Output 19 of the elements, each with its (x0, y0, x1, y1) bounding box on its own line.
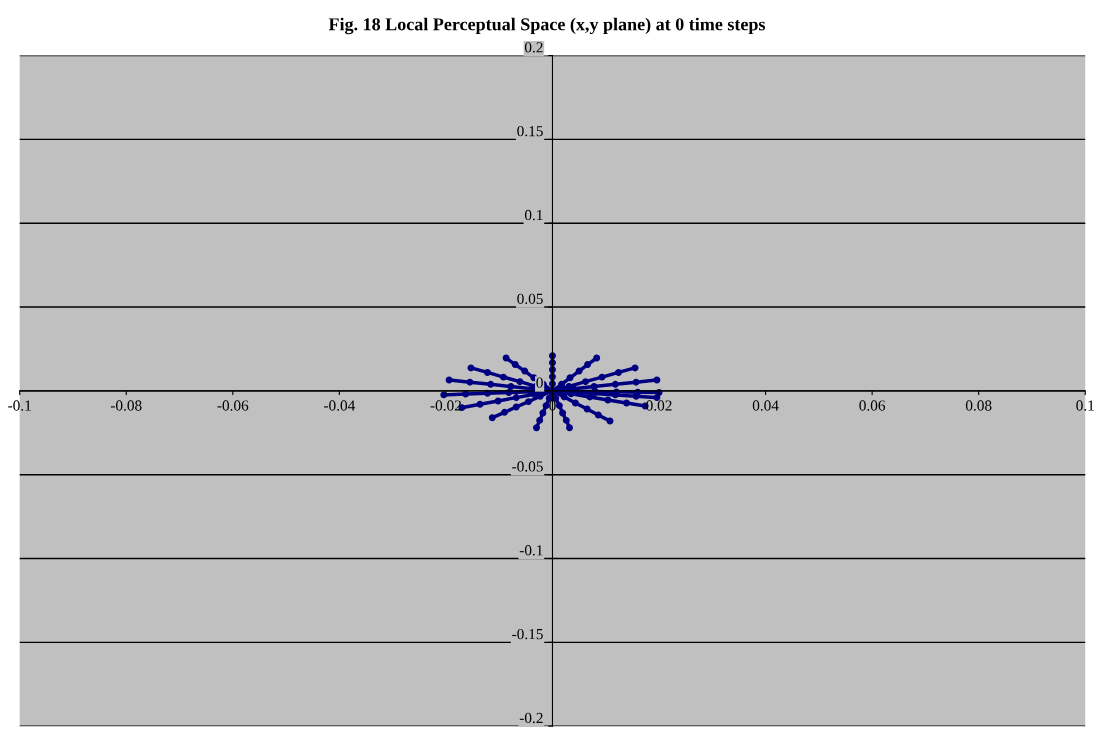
chart-title: Fig. 18 Local Perceptual Space (x,y plane) at 0 time steps (328, 17, 766, 35)
y-tick-label: -0.1 (519, 545, 543, 556)
x-tick-label: -0.08 (110, 400, 142, 411)
y-tick-label: 0.2 (524, 42, 543, 53)
x-tick-label: -0.06 (217, 400, 249, 411)
x-tick-label: -0.1 (8, 400, 31, 411)
y-tick-label: -0.05 (512, 461, 543, 472)
y-tick-label: 0.05 (517, 293, 543, 305)
x-tick-label: 0.1 (1076, 400, 1094, 411)
x-tick-label: 0.04 (752, 400, 779, 411)
x-tick-label: 0.06 (859, 400, 886, 411)
y-tick-label: 0.1 (524, 209, 543, 221)
x-tick-label: -0.04 (324, 400, 356, 411)
x-tick-label: 0.08 (965, 400, 992, 411)
x-tick-label: -0.02 (430, 400, 461, 411)
y-tick-label: -0.2 (519, 712, 543, 724)
y-tick-label: -0.15 (512, 628, 543, 640)
y-tick-label: 0.15 (517, 125, 543, 137)
y-tick-label: 0 (536, 377, 543, 388)
